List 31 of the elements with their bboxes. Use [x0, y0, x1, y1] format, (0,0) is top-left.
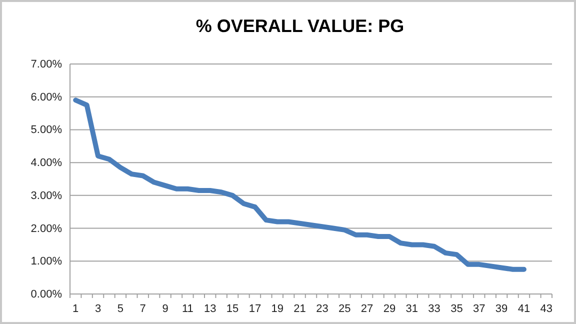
x-tick-label: 25: [338, 302, 351, 315]
x-tick-label: 23: [316, 302, 328, 315]
x-tick-label: 41: [518, 302, 530, 315]
x-tick-label: 39: [495, 302, 508, 315]
y-tick-label: 3.00%: [30, 190, 62, 202]
x-tick-label: 11: [182, 302, 194, 315]
x-tick-label: 43: [540, 302, 553, 315]
x-tick-label: 29: [383, 302, 396, 315]
y-tick-label: 5.00%: [30, 124, 62, 136]
x-tick-label: 9: [162, 302, 168, 315]
x-tick-label: 37: [473, 302, 486, 315]
y-tick-label: 6.00%: [30, 91, 62, 104]
x-tick-label: 19: [271, 302, 284, 315]
x-tick-label: 1: [72, 302, 79, 315]
x-tick-label: 5: [117, 302, 124, 315]
y-tick-label: 4.00%: [30, 157, 62, 170]
x-tick-label: 27: [360, 302, 374, 315]
x-tick-label: 33: [428, 302, 440, 315]
x-tick-label: 15: [226, 302, 239, 315]
chart-title: % OVERALL VALUE: PG: [196, 16, 404, 36]
y-tick-label: 1.00%: [30, 256, 62, 268]
y-tick-label: 7.00%: [30, 58, 62, 71]
x-tick-label: 35: [450, 302, 463, 315]
x-tick-label: 17: [248, 302, 262, 315]
x-tick-label: 31: [406, 302, 418, 315]
x-tick-label: 21: [294, 302, 306, 315]
x-tick-label: 13: [204, 302, 216, 315]
x-tick-label: 7: [140, 302, 146, 315]
y-tick-label: 0.00%: [30, 288, 62, 301]
x-tick-label: 3: [94, 302, 102, 315]
y-tick-label: 2.00%: [30, 222, 62, 235]
